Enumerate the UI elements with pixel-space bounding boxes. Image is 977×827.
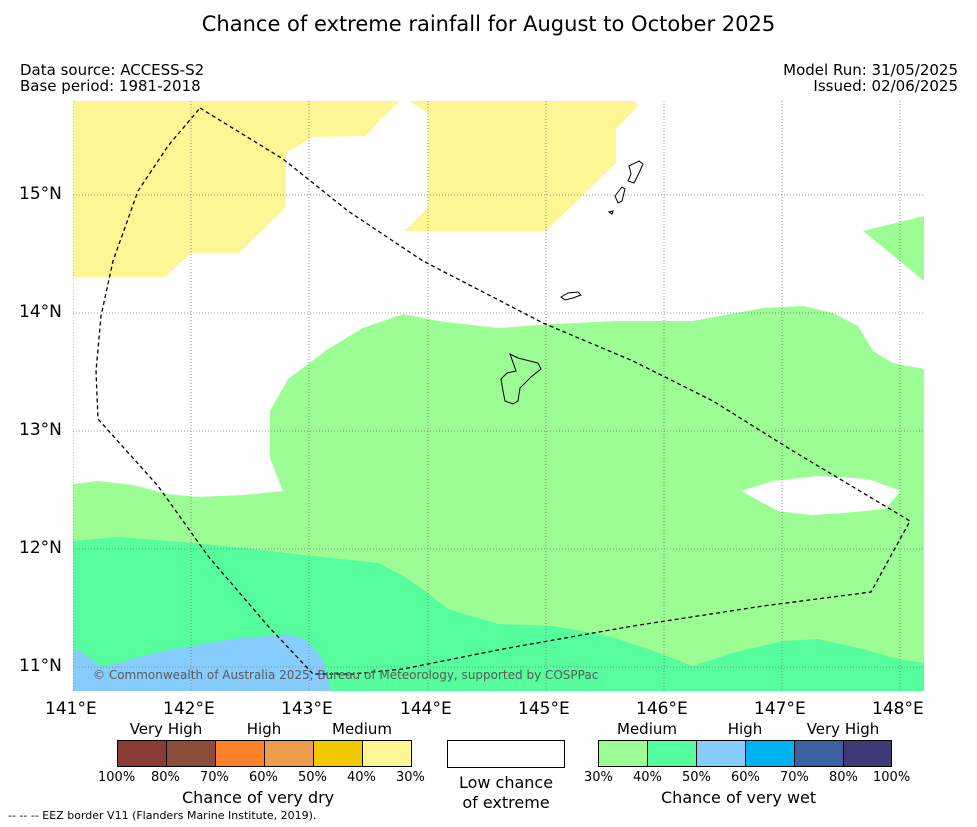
dry-category-medium: Medium <box>332 720 392 738</box>
dry-swatch <box>166 740 216 767</box>
issued-label: Issued: 02/06/2025 <box>813 77 958 95</box>
low-chance-line1: Low chance <box>458 773 554 792</box>
dry-percent-label: 80% <box>151 770 180 785</box>
wet-percent-label: 80% <box>829 770 858 785</box>
copyright-notice: © Commonwealth of Australia 2025, Bureau… <box>93 668 599 682</box>
tinian-outline <box>614 186 626 204</box>
dry-swatch <box>362 740 412 767</box>
dry-category-very-high: Very High <box>129 720 203 738</box>
wet-category-very-high: Very High <box>806 720 880 738</box>
lat-tick-label: 15°N <box>19 184 62 204</box>
dry-percent-label: 60% <box>249 770 278 785</box>
wet-percent-label: 70% <box>780 770 809 785</box>
aguijan-outline <box>607 210 614 215</box>
dry-category-high: High <box>246 720 282 738</box>
lon-tick-label: 142°E <box>163 699 215 719</box>
model-run-label: Model Run: 31/05/2025 <box>783 61 958 79</box>
dry-percent-label: 30% <box>396 770 425 785</box>
map-canvas <box>73 101 924 691</box>
base-period-label: Base period: 1981-2018 <box>20 77 201 95</box>
eez-border <box>95 107 911 675</box>
island-outlines <box>500 160 644 405</box>
wet-percent-label: 30% <box>584 770 613 785</box>
wet-category-medium: Medium <box>617 720 677 738</box>
lon-tick-label: 148°E <box>872 699 924 719</box>
dry-medium-region-west <box>73 101 400 277</box>
dry-swatch <box>215 740 265 767</box>
dry-percent-label: 70% <box>200 770 229 785</box>
low-chance-label: Low chance of extreme <box>447 773 565 813</box>
low-chance-pocket <box>741 476 901 515</box>
lon-tick-label: 146°E <box>636 699 688 719</box>
wet-medium-region-east-strip <box>863 216 924 281</box>
lon-tick-label: 145°E <box>518 699 570 719</box>
rota-outline <box>560 291 582 301</box>
wet-percent-label: 50% <box>682 770 711 785</box>
lon-tick-label: 144°E <box>400 699 452 719</box>
lat-gridlines <box>73 194 924 668</box>
lon-tick-label: 143°E <box>281 699 333 719</box>
chart-title: Chance of extreme rainfall for August to… <box>201 12 776 36</box>
wet-category-high: High <box>727 720 763 738</box>
lon-gridlines <box>73 101 901 691</box>
wet-percent-label: 60% <box>731 770 760 785</box>
dry-swatch <box>264 740 314 767</box>
dry-medium-region-north <box>405 101 639 231</box>
eez-footnote: -- -- -- EEZ border V11 (Flanders Marine… <box>8 809 317 822</box>
wet-legend-title: Chance of very wet <box>661 788 817 807</box>
wet-swatch <box>745 740 795 767</box>
lat-tick-label: 14°N <box>19 302 62 322</box>
rainfall-map[interactable] <box>73 101 924 691</box>
data-source-label: Data source: ACCESS-S2 <box>20 61 205 79</box>
low-chance-swatch <box>447 740 565 768</box>
lat-tick-label: 12°N <box>19 538 62 558</box>
dry-swatch <box>313 740 363 767</box>
dry-percent-label: 50% <box>298 770 327 785</box>
lat-tick-label: 11°N <box>19 656 62 676</box>
run-info: Model Run: 31/05/2025 Issued: 02/06/2025 <box>783 62 958 94</box>
guam-outline <box>500 352 542 405</box>
wet-percent-label: 40% <box>633 770 662 785</box>
lon-tick-label: 141°E <box>45 699 97 719</box>
wet-percent-label: 100% <box>873 770 911 785</box>
wet-swatch <box>794 740 844 767</box>
wet-swatch <box>696 740 746 767</box>
saipan-outline <box>627 160 644 184</box>
lat-tick-label: 13°N <box>19 420 62 440</box>
wet-swatch <box>843 740 892 767</box>
dry-swatch <box>117 740 167 767</box>
lon-tick-label: 147°E <box>754 699 806 719</box>
dry-legend-title: Chance of very dry <box>182 788 335 807</box>
wet-60-70-region <box>73 634 331 691</box>
wet-swatch <box>598 740 648 767</box>
dry-percent-label: 100% <box>98 770 136 785</box>
data-info: Data source: ACCESS-S2 Base period: 1981… <box>20 62 204 94</box>
low-chance-line2: of extreme <box>462 793 550 812</box>
dry-percent-label: 40% <box>347 770 376 785</box>
wet-swatch <box>647 740 697 767</box>
